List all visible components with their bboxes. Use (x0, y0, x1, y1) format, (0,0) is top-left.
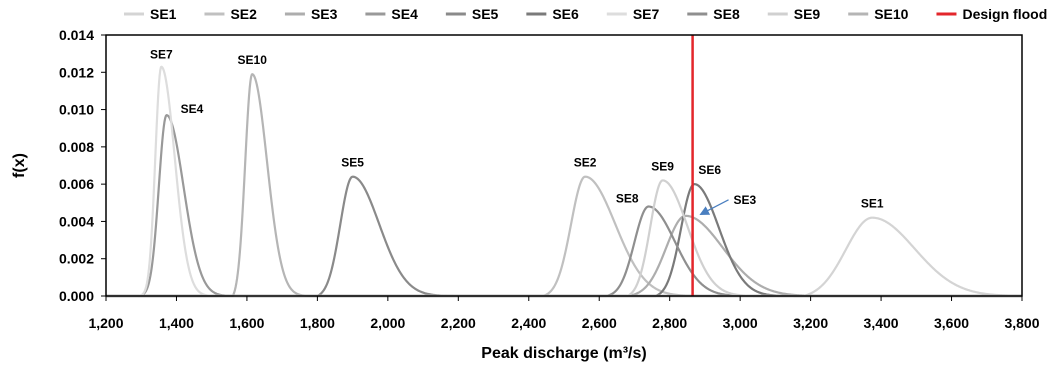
y-tick-label: 0.010 (59, 102, 94, 118)
legend-label: SE4 (391, 6, 418, 22)
legend-label: SE7 (633, 6, 660, 22)
x-tick-label: 1,600 (229, 315, 264, 331)
legend-item-se3: SE3 (284, 6, 338, 22)
legend-label: SE6 (552, 6, 579, 22)
y-tick-label: 0.002 (59, 251, 94, 267)
legend-item-se2: SE2 (204, 6, 257, 22)
se3-annotation (699, 199, 729, 215)
peak-labels: SE1 SE2 SE3 SE4 SE5 SE6 SE7 SE8 SE9 SE10 (150, 48, 884, 211)
x-tick-label: 3,000 (723, 315, 758, 331)
y-tick-label: 0.000 (59, 288, 94, 304)
x-tick-label: 3,200 (793, 315, 828, 331)
legend-item-se8: SE8 (687, 6, 740, 22)
legend-label: SE8 (713, 6, 740, 22)
x-tick-label: 2,600 (582, 315, 617, 331)
series-lines (105, 35, 1023, 298)
y-tick-label: 0.014 (59, 27, 94, 43)
peak-label-se9: SE9 (651, 159, 674, 173)
legend: SE1 SE2 SE3 SE4 SE5 SE6 SE7 SE8 SE9 SE10 Design fl… (124, 6, 1047, 22)
legend-label: SE1 (150, 6, 177, 22)
legend-item-se6: SE6 (526, 6, 579, 22)
peak-label-se5: SE5 (341, 156, 364, 170)
x-tick-label: 2,000 (370, 315, 405, 331)
peak-label-se10: SE10 (238, 53, 268, 67)
x-tick-label: 3,800 (1004, 315, 1039, 331)
legend-label: SE9 (794, 6, 821, 22)
y-axis-title: f(x) (11, 153, 28, 178)
x-tick-label: 2,400 (511, 315, 546, 331)
x-tick-label: 1,800 (300, 315, 335, 331)
peak-label-se4: SE4 (181, 102, 204, 116)
y-tick-label: 0.006 (59, 176, 94, 192)
legend-item-se4: SE4 (365, 6, 418, 22)
legend-label: SE10 (874, 6, 908, 22)
legend-item-se5: SE5 (445, 6, 499, 22)
peak-label-se2: SE2 (574, 156, 597, 170)
y-axis-ticks: 0.000 0.002 0.004 0.006 0.008 0.010 0.012 0.014 (59, 27, 106, 304)
se3-arrow (699, 199, 729, 215)
x-tick-label: 1,200 (88, 315, 123, 331)
peak-label-se6: SE6 (698, 163, 721, 177)
x-tick-label: 1,400 (159, 315, 194, 331)
x-tick-label: 2,200 (441, 315, 476, 331)
peak-label-se8: SE8 (616, 192, 639, 206)
plot-area (105, 34, 1023, 297)
legend-item-se10: SE10 (848, 6, 909, 22)
legend-item-se9: SE9 (767, 6, 821, 22)
legend-item-se1: SE1 (124, 6, 177, 22)
legend-label: SE3 (311, 6, 338, 22)
legend-label: Design flood (962, 6, 1047, 22)
x-tick-label: 3,400 (864, 315, 899, 331)
y-tick-label: 0.004 (59, 213, 94, 229)
y-tick-label: 0.008 (59, 139, 94, 155)
legend-label: SE5 (472, 6, 499, 22)
peak-label-se3: SE3 (734, 193, 757, 207)
x-tick-label: 3,600 (934, 315, 969, 331)
x-axis-ticks: 1,200 1,400 1,600 1,800 2,000 2,200 2,400 2,600… (88, 296, 1040, 331)
x-axis-title: Peak discharge (m³/s) (481, 345, 646, 362)
legend-item-design-flood: Design flood (936, 6, 1047, 22)
x-tick-label: 2,800 (652, 315, 687, 331)
peak-label-se1: SE1 (861, 197, 884, 211)
y-tick-label: 0.012 (59, 64, 94, 80)
legend-item-se7: SE7 (606, 6, 660, 22)
legend-label: SE2 (230, 6, 257, 22)
peak-label-se7: SE7 (150, 48, 173, 62)
